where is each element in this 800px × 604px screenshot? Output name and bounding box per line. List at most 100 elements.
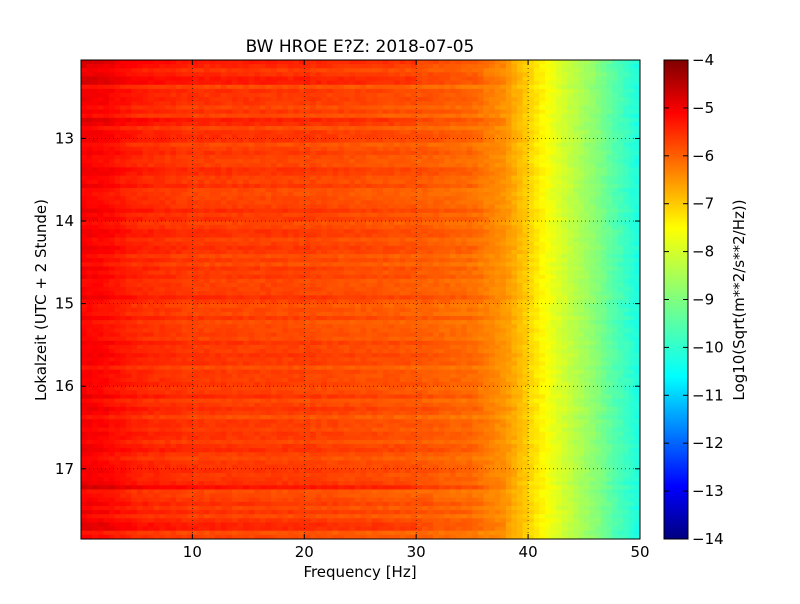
heatmap-cell	[332, 171, 339, 177]
heatmap-cell	[304, 121, 311, 127]
heatmap-cell	[589, 245, 596, 251]
heatmap-cell	[187, 64, 194, 69]
heatmap-cell	[203, 245, 211, 251]
heatmap-cell	[86, 80, 93, 86]
heatmap-cell	[612, 188, 619, 193]
heatmap-cell	[544, 171, 552, 177]
heatmap-cell	[606, 93, 613, 98]
heatmap-cell	[472, 93, 479, 98]
heatmap-cell	[461, 72, 468, 78]
heatmap-cell	[131, 134, 138, 140]
heatmap-cell	[399, 208, 406, 214]
heatmap-cell	[120, 88, 127, 94]
heatmap-cell	[466, 163, 473, 168]
heatmap-cell	[366, 183, 373, 189]
heatmap-cell	[243, 146, 250, 152]
heatmap-cell	[606, 196, 613, 201]
heatmap-cell	[466, 171, 473, 177]
heatmap-cell	[310, 154, 317, 160]
heatmap-cell	[505, 134, 513, 140]
heatmap-cell	[388, 245, 395, 251]
heatmap-cell	[349, 183, 356, 189]
heatmap-cell	[466, 225, 473, 230]
heatmap-cell	[572, 117, 580, 123]
heatmap-cell	[304, 105, 311, 111]
heatmap-cell	[198, 254, 205, 259]
heatmap-cell	[259, 196, 267, 201]
heatmap-cell	[421, 97, 429, 102]
heatmap-cell	[181, 146, 188, 152]
heatmap-cell	[92, 241, 99, 247]
heatmap-cell	[628, 126, 636, 131]
heatmap-cell	[254, 84, 261, 90]
heatmap-cell	[170, 60, 177, 65]
heatmap-cell	[433, 154, 440, 160]
heatmap-cell	[114, 225, 121, 230]
heatmap-cell	[360, 113, 367, 119]
heatmap-cell	[382, 229, 390, 235]
heatmap-cell	[567, 188, 574, 193]
heatmap-cell	[584, 97, 591, 102]
heatmap-cell	[617, 163, 624, 168]
heatmap-cell	[455, 117, 462, 123]
heatmap-cell	[226, 262, 233, 268]
heatmap-cell	[382, 216, 390, 222]
heatmap-cell	[628, 84, 636, 90]
heatmap-cell	[148, 60, 155, 65]
heatmap-cell	[623, 245, 630, 251]
heatmap-cell	[433, 88, 440, 94]
heatmap-cell	[623, 80, 630, 86]
heatmap-cell	[461, 179, 468, 185]
heatmap-cell	[455, 130, 462, 135]
heatmap-cell	[176, 154, 183, 160]
heatmap-cell	[505, 208, 513, 214]
heatmap-cell	[231, 204, 239, 210]
heatmap-cell	[203, 126, 211, 131]
heatmap-cell	[606, 76, 613, 82]
heatmap-cell	[539, 254, 546, 259]
heatmap-cell	[226, 109, 233, 115]
heatmap-cell	[500, 159, 507, 164]
heatmap-cell	[489, 221, 496, 226]
heatmap-cell	[192, 179, 199, 185]
heatmap-cell	[433, 245, 440, 251]
heatmap-cell	[92, 76, 99, 82]
heatmap-cell	[321, 254, 328, 259]
heatmap-cell	[360, 121, 367, 127]
heatmap-cell	[405, 175, 412, 181]
heatmap-cell	[584, 225, 591, 230]
heatmap-cell	[293, 76, 300, 82]
heatmap-cell	[231, 146, 239, 152]
heatmap-cell	[455, 159, 462, 164]
heatmap-cell	[589, 163, 596, 168]
heatmap-cell	[304, 249, 311, 255]
heatmap-cell	[332, 225, 339, 230]
heatmap-cell	[483, 84, 490, 90]
heatmap-cell	[354, 109, 362, 115]
heatmap-cell	[315, 93, 322, 98]
heatmap-cell	[299, 163, 306, 168]
heatmap-cell	[533, 188, 540, 193]
heatmap-cell	[533, 130, 540, 135]
heatmap-cell	[243, 60, 250, 65]
heatmap-cell	[293, 249, 300, 255]
heatmap-cell	[81, 105, 88, 111]
heatmap-cell	[433, 159, 440, 164]
heatmap-cell	[377, 233, 384, 239]
heatmap-cell	[282, 192, 289, 197]
heatmap-cell	[192, 64, 199, 69]
heatmap-cell	[360, 84, 367, 90]
heatmap-cell	[198, 241, 205, 247]
heatmap-cell	[405, 134, 412, 140]
heatmap-cell	[377, 76, 384, 82]
heatmap-cell	[81, 188, 88, 193]
heatmap-cell	[533, 142, 540, 148]
heatmap-cell	[382, 88, 390, 94]
heatmap-cell	[556, 229, 563, 235]
heatmap-cell	[120, 254, 127, 259]
heatmap-cell	[170, 196, 177, 201]
heatmap-cell	[282, 225, 289, 230]
heatmap-cell	[131, 109, 138, 115]
heatmap-cell	[561, 167, 568, 173]
heatmap-cell	[556, 109, 563, 115]
